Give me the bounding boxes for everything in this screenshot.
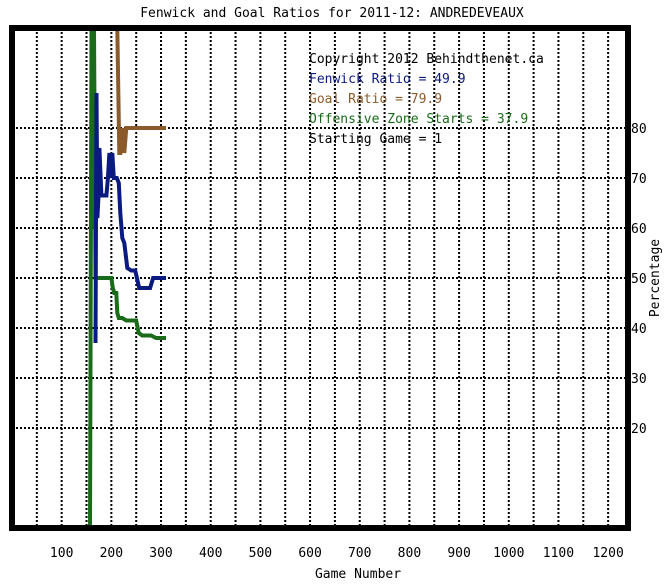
y-tick-label: 20 [631, 422, 647, 437]
x-tick-label: 800 [398, 546, 421, 561]
y-tick-labels: 20 30 40 50 60 70 80 [631, 122, 647, 437]
x-tick-label: 600 [298, 546, 321, 561]
x-tick-label: 1200 [592, 546, 623, 561]
x-tick-label: 1000 [493, 546, 524, 561]
series-line-3 [115, 26, 166, 155]
legend: Copyright 2012 Behindthenet.ca Fenwick Ra… [309, 52, 544, 147]
x-tick-label: 700 [348, 546, 371, 561]
legend-entry: Copyright 2012 Behindthenet.ca [309, 52, 544, 67]
x-tick-label: 400 [199, 546, 222, 561]
series-line-2 [93, 92, 166, 344]
x-tick-label: 1100 [543, 546, 574, 561]
x-tick-label: 100 [50, 546, 73, 561]
chart-title: Fenwick and Goal Ratios for 2011-12: AND… [140, 6, 524, 21]
legend-entry: Goal Ratio = 79.9 [309, 92, 442, 107]
y-tick-label: 30 [631, 372, 647, 387]
x-tick-label: 300 [149, 546, 172, 561]
grid [12, 28, 628, 528]
legend-entry: Fenwick Ratio = 49.9 [309, 72, 466, 87]
y-axis-label: Percentage [648, 239, 663, 317]
x-axis-label: Game Number [315, 567, 401, 580]
y-tick-label: 70 [631, 172, 647, 187]
x-tick-label: 200 [100, 546, 123, 561]
plot-frame [9, 25, 631, 531]
y-tick-label: 60 [631, 222, 647, 237]
legend-entry: Offensive Zone Starts = 37.9 [309, 112, 528, 127]
legend-entry: Starting Game = 1 [309, 132, 442, 147]
x-tick-label: 900 [447, 546, 470, 561]
y-tick-label: 40 [631, 322, 647, 337]
x-tick-labels: 100 200 300 400 500 600 700 800 900 1000 1100 1200 [50, 546, 624, 561]
series-lines [88, 26, 166, 529]
x-tick-label: 500 [249, 546, 272, 561]
y-tick-label: 80 [631, 122, 647, 137]
y-tick-label: 50 [631, 272, 647, 287]
